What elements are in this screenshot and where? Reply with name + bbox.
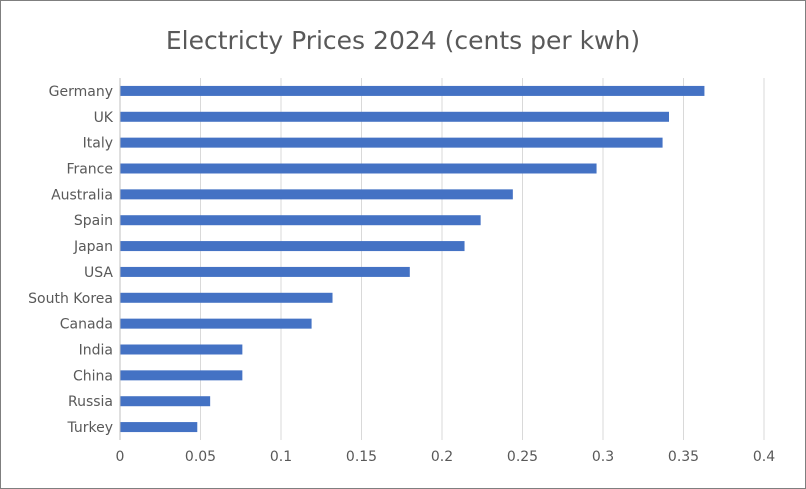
category-label: India <box>79 343 113 359</box>
bar-france <box>120 163 597 174</box>
x-tick-label: 0.15 <box>346 449 377 465</box>
category-label: Germany <box>49 84 113 100</box>
bar-india <box>120 344 243 355</box>
x-tick-label: 0.2 <box>431 449 453 465</box>
x-tick-label: 0.3 <box>592 449 614 465</box>
bar-italy <box>120 137 663 148</box>
category-label: Canada <box>60 317 113 333</box>
x-tick-labels: 0 0.05 0.1 0.15 0.2 0.25 0.3 0.35 0.4 <box>116 449 776 465</box>
bar-japan <box>120 241 465 252</box>
x-tick-label: 0.4 <box>753 449 775 465</box>
bar-turkey <box>120 422 198 433</box>
x-tick-label: 0 <box>116 449 125 465</box>
category-label: USA <box>84 265 113 281</box>
bar-russia <box>120 396 211 407</box>
bar-spain <box>120 215 481 226</box>
category-label: France <box>66 162 113 178</box>
chart-title: Electricty Prices 2024 (cents per kwh) <box>165 26 641 55</box>
category-labels: Germany UK Italy France Australia Spain Japan U… <box>28 84 114 436</box>
category-label: Japan <box>73 239 113 255</box>
bar-canada <box>120 318 312 329</box>
x-tick-label: 0.25 <box>507 449 538 465</box>
category-label: South Korea <box>28 291 113 307</box>
category-label: Spain <box>74 213 113 229</box>
bar-uk <box>120 111 670 122</box>
bars <box>120 85 705 433</box>
category-label: Australia <box>51 187 113 203</box>
bar-usa <box>120 266 410 277</box>
bar-australia <box>120 189 513 200</box>
category-label: China <box>73 368 113 384</box>
category-label: UK <box>94 110 114 126</box>
x-tick-label: 0.1 <box>270 449 292 465</box>
category-label: Turkey <box>66 420 113 436</box>
bar-south-korea <box>120 292 333 303</box>
bar-china <box>120 370 243 381</box>
gridlines <box>200 78 765 440</box>
x-tick-label: 0.05 <box>185 449 216 465</box>
category-label: Russia <box>68 394 113 410</box>
bar-germany <box>120 85 705 96</box>
category-label: Italy <box>83 136 113 152</box>
x-tick-label: 0.35 <box>668 449 699 465</box>
